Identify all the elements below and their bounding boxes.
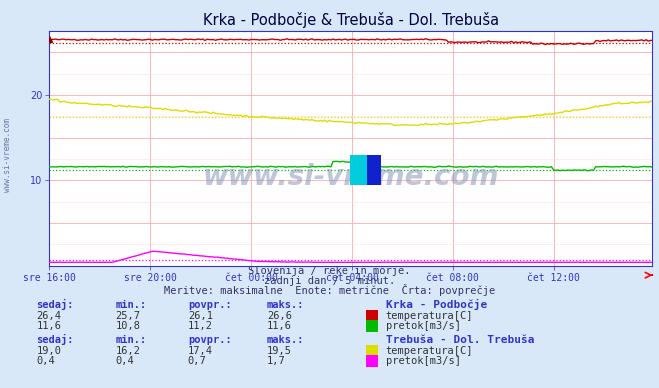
Text: 26,6: 26,6 [267,311,292,321]
Text: Meritve: maksimalne  Enote: metrične  Črta: povprečje: Meritve: maksimalne Enote: metrične Črta… [164,284,495,296]
Text: sedaj:: sedaj: [36,334,74,345]
Text: 11,2: 11,2 [188,321,213,331]
Title: Krka - Podbočje & Trebuša - Dol. Trebuša: Krka - Podbočje & Trebuša - Dol. Trebuša [203,12,499,28]
Text: 0,7: 0,7 [188,356,206,366]
Text: Krka - Podbočje: Krka - Podbočje [386,300,487,310]
Text: maks.:: maks.: [267,335,304,345]
Text: pretok[m3/s]: pretok[m3/s] [386,321,461,331]
Text: 19,0: 19,0 [36,346,61,356]
Text: min.:: min.: [115,300,146,310]
Text: povpr.:: povpr.: [188,335,231,345]
Text: 17,4: 17,4 [188,346,213,356]
Text: zadnji dan / 5 minut.: zadnji dan / 5 minut. [264,276,395,286]
Text: povpr.:: povpr.: [188,300,231,310]
Text: www.si-vreme.com: www.si-vreme.com [3,118,13,192]
Bar [367,155,382,185]
Text: maks.:: maks.: [267,300,304,310]
Text: 0,4: 0,4 [115,356,134,366]
Text: 19,5: 19,5 [267,346,292,356]
Text: 16,2: 16,2 [115,346,140,356]
Text: temperatura[C]: temperatura[C] [386,346,473,356]
Text: 0,4: 0,4 [36,356,55,366]
Text: 26,4: 26,4 [36,311,61,321]
Text: sedaj:: sedaj: [36,300,74,310]
Bar [350,155,382,185]
Text: Slovenija / reke in morje.: Slovenija / reke in morje. [248,265,411,275]
Text: min.:: min.: [115,335,146,345]
Text: www.si-vreme.com: www.si-vreme.com [203,163,499,191]
Text: temperatura[C]: temperatura[C] [386,311,473,321]
Text: Trebuša - Dol. Trebuša: Trebuša - Dol. Trebuša [386,335,534,345]
Text: pretok[m3/s]: pretok[m3/s] [386,356,461,366]
Text: 1,7: 1,7 [267,356,285,366]
Text: 26,1: 26,1 [188,311,213,321]
Text: 11,6: 11,6 [36,321,61,331]
Text: 10,8: 10,8 [115,321,140,331]
Text: 11,6: 11,6 [267,321,292,331]
Text: 25,7: 25,7 [115,311,140,321]
